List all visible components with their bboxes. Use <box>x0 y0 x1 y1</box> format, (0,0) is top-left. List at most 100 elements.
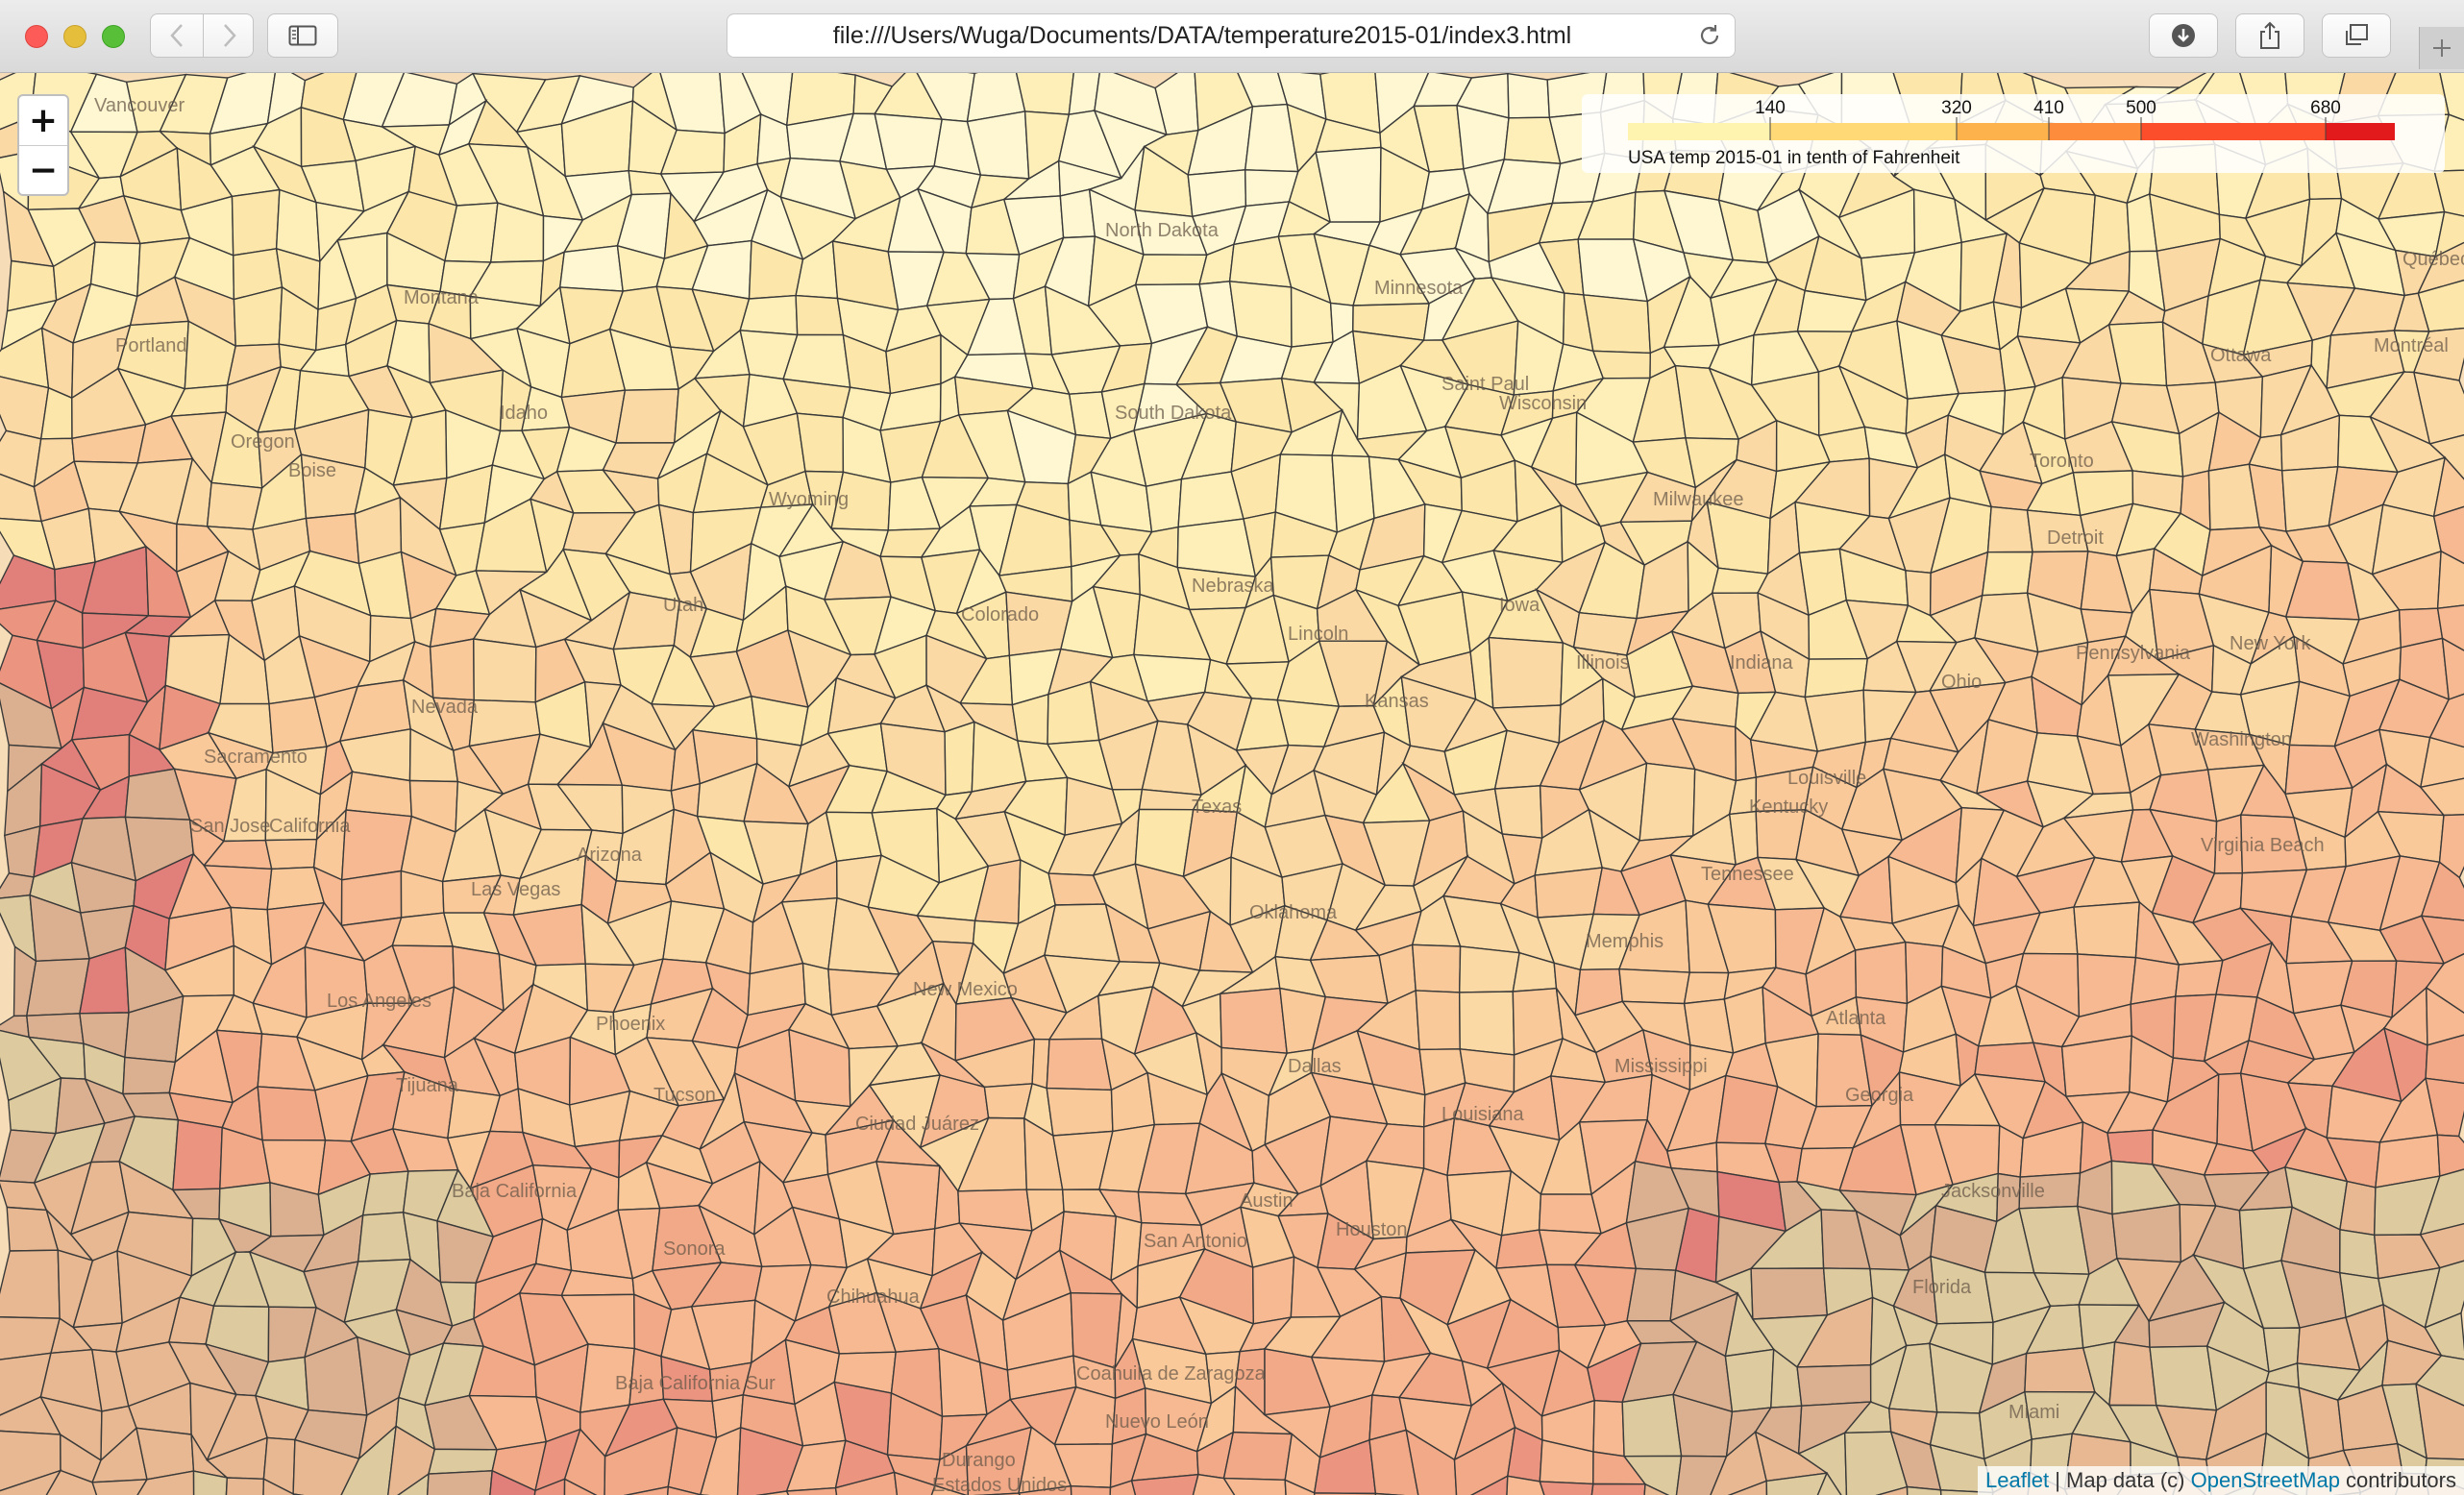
voronoi-cell[interactable] <box>2428 431 2464 481</box>
voronoi-cell[interactable] <box>426 1470 493 1495</box>
voronoi-cell[interactable] <box>665 1485 702 1495</box>
voronoi-cell[interactable] <box>1750 1267 1829 1320</box>
voronoi-cell[interactable] <box>429 638 475 701</box>
voronoi-cell[interactable] <box>473 638 537 703</box>
voronoi-cell[interactable] <box>2419 777 2464 817</box>
voronoi-cell[interactable] <box>2149 1345 2218 1411</box>
forward-button[interactable] <box>204 14 255 57</box>
voronoi-cell[interactable] <box>1534 867 1604 919</box>
voronoi-cell[interactable] <box>1070 1484 1112 1495</box>
leaflet-link[interactable]: Leaflet <box>1985 1468 2050 1492</box>
voronoi-cell[interactable] <box>1493 785 1543 839</box>
voronoi-cell[interactable] <box>558 245 624 292</box>
sidebar-button[interactable] <box>267 13 338 58</box>
voronoi-cell[interactable] <box>528 1478 566 1495</box>
voronoi-cell[interactable] <box>1109 1480 1143 1495</box>
voronoi-cell[interactable] <box>2339 1228 2379 1280</box>
voronoi-cell[interactable] <box>264 838 318 870</box>
map-container[interactable]: Vancouver Portland Boise Sacramento San Jose… <box>0 73 2464 1495</box>
voronoi-cell[interactable] <box>2436 550 2464 609</box>
reload-icon[interactable] <box>1696 22 1723 49</box>
address-url[interactable]: file:///Users/Wuga/Documents/DATA/temper… <box>832 22 1572 49</box>
voronoi-cell[interactable] <box>31 1469 103 1495</box>
voronoi-cell[interactable] <box>1458 991 1515 1056</box>
voronoi-cell[interactable] <box>1639 762 1696 842</box>
voronoi-cell[interactable] <box>1981 551 2033 597</box>
voronoi-cell[interactable] <box>1582 294 1652 355</box>
voronoi-cell[interactable] <box>1507 73 1551 119</box>
voronoi-cell[interactable] <box>2419 1164 2464 1236</box>
voronoi-cell[interactable] <box>1854 941 1909 1005</box>
voronoi-cell[interactable] <box>1724 1348 1775 1413</box>
voronoi-cell[interactable] <box>2108 1340 2157 1407</box>
openstreetmap-link[interactable]: OpenStreetMap <box>2190 1468 2340 1492</box>
voronoi-cell[interactable] <box>2417 233 2464 295</box>
voronoi-cell[interactable] <box>192 1470 229 1495</box>
window-zoom-button[interactable] <box>102 25 125 48</box>
voronoi-cell[interactable] <box>2107 1129 2154 1165</box>
voronoi-cell[interactable] <box>737 1490 805 1495</box>
voronoi-cell[interactable] <box>795 294 845 336</box>
voronoi-cell[interactable] <box>1411 944 1462 993</box>
voronoi-cell[interactable] <box>25 958 90 1017</box>
voronoi-cell[interactable] <box>1906 1485 1943 1495</box>
voronoi-cell[interactable] <box>2420 861 2464 921</box>
voronoi-cell[interactable] <box>1986 505 2033 553</box>
zoom-out-button[interactable]: − <box>28 151 59 190</box>
voronoi-cell[interactable] <box>796 412 845 474</box>
voronoi-cell[interactable] <box>1803 1471 1862 1495</box>
voronoi-cell[interactable] <box>1707 1480 1768 1495</box>
zoom-in-button[interactable]: + <box>19 96 67 146</box>
voronoi-cell[interactable] <box>2175 959 2224 997</box>
voronoi-cell[interactable] <box>1145 478 1183 533</box>
voronoi-cell[interactable] <box>1505 1475 1561 1495</box>
voronoi-cell[interactable] <box>2420 915 2464 965</box>
voronoi-cell[interactable] <box>2433 169 2464 219</box>
voronoi-cell[interactable] <box>785 1486 844 1495</box>
new-tab-button[interactable] <box>2419 27 2464 69</box>
voronoi-cell[interactable] <box>2414 1355 2464 1409</box>
voronoi-cell[interactable] <box>2425 1028 2464 1085</box>
voronoi-cell[interactable] <box>2111 1203 2182 1263</box>
voronoi-cell[interactable] <box>1591 350 1652 380</box>
voronoi-cell[interactable] <box>2419 736 2464 789</box>
voronoi-cell[interactable] <box>944 721 975 797</box>
voronoi-cell[interactable] <box>1796 1363 1872 1407</box>
voronoi-cell[interactable] <box>1046 1038 1113 1091</box>
voronoi-cell[interactable] <box>486 1469 536 1495</box>
voronoi-cell[interactable] <box>2060 1035 2132 1097</box>
voronoi-cell[interactable] <box>1176 518 1257 578</box>
back-button[interactable] <box>151 14 203 57</box>
voronoi-cell[interactable] <box>2426 986 2464 1046</box>
voronoi-cell[interactable] <box>428 1448 498 1475</box>
voronoi-cell[interactable] <box>1251 1256 1295 1325</box>
voronoi-cell[interactable] <box>1130 1473 1199 1495</box>
window-minimize-button[interactable] <box>63 25 86 48</box>
share-button[interactable] <box>2235 13 2304 58</box>
voronoi-cell[interactable] <box>874 112 944 170</box>
voronoi-cell[interactable] <box>563 1428 606 1495</box>
voronoi-cell[interactable] <box>1621 1393 1683 1458</box>
voronoi-cell[interactable] <box>1642 1483 1693 1495</box>
voronoi-cell[interactable] <box>1222 1477 1288 1495</box>
voronoi-cell[interactable] <box>615 388 679 444</box>
voronoi-cell[interactable] <box>1017 1484 1073 1495</box>
voronoi-cell[interactable] <box>604 1485 670 1495</box>
voronoi-cell[interactable] <box>391 912 455 947</box>
voronoi-cell[interactable] <box>1405 1428 1458 1495</box>
voronoi-cell[interactable] <box>2438 73 2464 127</box>
voronoi-cell[interactable] <box>1222 1431 1294 1482</box>
address-bar[interactable]: file:///Users/Wuga/Documents/DATA/temper… <box>727 13 1736 58</box>
voronoi-cell[interactable] <box>1046 1087 1114 1137</box>
voronoi-temperature-layer[interactable]: Vancouver Portland Boise Sacramento San Jose… <box>0 73 2464 1495</box>
voronoi-cell[interactable] <box>122 1056 177 1095</box>
voronoi-cell[interactable] <box>225 1477 265 1495</box>
voronoi-cell[interactable] <box>1626 1267 1677 1322</box>
voronoi-cell[interactable] <box>1586 1483 1646 1495</box>
voronoi-cell[interactable] <box>2339 1180 2377 1237</box>
voronoi-cell[interactable] <box>1415 990 1461 1051</box>
voronoi-cell[interactable] <box>2441 637 2464 700</box>
voronoi-cell[interactable] <box>893 1471 936 1495</box>
voronoi-cell[interactable] <box>2436 1134 2464 1178</box>
voronoi-cell[interactable] <box>1134 254 1208 286</box>
